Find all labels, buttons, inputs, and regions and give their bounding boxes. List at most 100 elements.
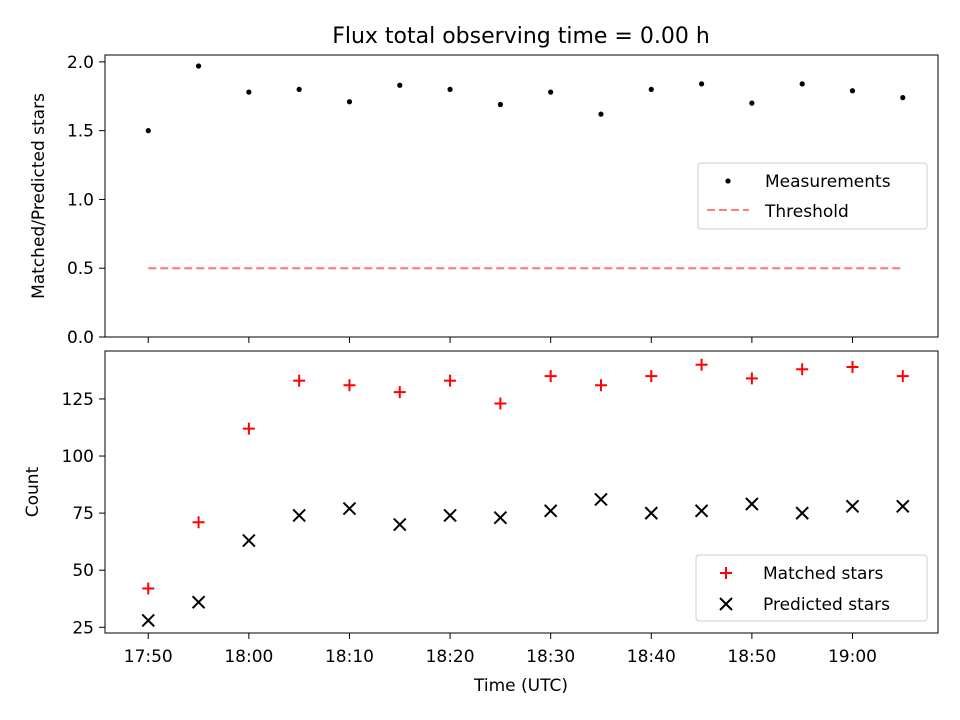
x-stroke [443,508,457,523]
y-tick-label: 0.5 [67,259,94,279]
chart-title: Flux total observing time = 0.00 h [332,24,710,49]
measurements-point [397,82,403,88]
predicted-stars-point [845,499,860,513]
top-legend-box [697,162,928,230]
matched-stars-point [594,379,607,392]
matched-stars-point [745,372,758,385]
matched-stars-point [896,370,909,383]
matched-stars-point [494,397,507,410]
measurements-point [749,100,755,106]
bottom-y-ticks: 25 50 75 100 125 [62,390,105,638]
x-tick-label: 18:40 [627,647,676,667]
x-stroke [393,517,407,532]
top-legend: Measurements Threshold [697,162,928,230]
predicted-stars-point [393,517,407,532]
predicted-stars-point [745,497,759,511]
measurements-point [497,101,503,108]
bottom-x-ticks: 17:50 18:00 18:10 18:20 18:30 18:40 18:50 19:00 [124,633,877,667]
matched-stars-point [645,370,658,383]
y-tick-label: 1.5 [67,122,94,142]
predicted-stars-point [443,508,457,523]
x-stroke [795,506,809,520]
x-tick-label: 18:10 [325,647,374,667]
legend-measurements-marker [725,178,731,184]
measurements-point [145,128,151,134]
bottom-axes-frame [104,350,939,634]
x-stroke [141,613,155,628]
x-stroke [493,510,508,525]
predicted-stars-point [292,508,306,523]
y-tick-label: 0.0 [67,328,94,348]
bottom-y-axis-label: Count [23,466,43,517]
predicted-stars-point [896,499,910,513]
predicted-stars-point [141,613,155,628]
matched-stars-point [544,370,557,383]
measurements-point [799,81,805,87]
matched-stars-point [242,422,255,435]
x-stroke [745,497,759,511]
measurements-point [598,111,604,117]
top-axes-frame [104,54,939,338]
x-stroke [594,492,608,507]
y-tick-label: 125 [62,390,94,410]
measurements-point [900,95,906,101]
matched-stars-point [192,516,205,529]
measurements-point [447,86,453,92]
predicted-stars-point [594,492,608,507]
measurements-point [195,63,202,69]
x-stroke [644,506,658,520]
bottom-panel: 25 50 75 100 125 17:50 18:00 18:10 18:20 18:30 18… [23,350,939,696]
x-tick-label: 18:00 [224,647,273,667]
measurements-point [346,99,353,105]
matched-stars-point [343,379,356,392]
legend-matched-stars-marker [720,567,732,579]
x-stroke [191,595,206,609]
predicted-stars-point [694,504,709,518]
predicted-stars-point [242,533,256,548]
measurements-point [849,88,856,94]
x-stroke [896,499,910,513]
x-tick-label: 18:50 [727,647,776,667]
matched-stars-point [393,386,406,399]
measurements-point [246,89,252,95]
x-stroke [292,508,306,523]
measurements-point [698,81,705,87]
matched-stars-point [293,374,306,387]
bottom-legend: Matched stars Predicted stars [695,554,928,622]
measurements-point [648,86,654,92]
x-axis-label: Time (UTC) [473,676,568,696]
x-stroke [694,504,709,518]
top-plot-marks [145,63,906,270]
top-panel: 0.00.51.01.52.0 Matched/Predicted stars … [29,53,939,348]
legend-matched-stars-label: Matched stars [763,564,883,584]
x-stroke [342,501,357,516]
measurements-point [548,89,554,95]
top-y-ticks: 0.0 0.5 1.0 1.5 2.0 [67,53,105,348]
matched-stars-point [444,374,457,387]
y-tick-label: 2.0 [67,53,94,73]
matched-stars-point [142,582,155,595]
y-tick-label: 25 [72,618,94,638]
legend-predicted-stars-label: Predicted stars [763,595,890,615]
predicted-stars-point [191,595,206,609]
measurements-point [296,86,302,92]
predicted-stars-point [342,501,357,516]
predicted-stars-point [493,510,508,525]
x-tick-label: 19:00 [828,647,877,667]
x-stroke [242,533,256,548]
y-tick-label: 1.0 [67,190,94,210]
y-tick-label: 50 [72,561,94,581]
y-tick-label: 100 [62,447,94,467]
top-x-ticks [147,337,853,343]
matched-stars-point [796,363,809,376]
x-tick-label: 17:50 [124,647,173,667]
bottom-plot-marks [141,358,910,628]
legend-measurements-label: Measurements [765,172,891,192]
predicted-stars-point [543,504,558,518]
legend-threshold-label: Threshold [764,202,849,222]
bottom-legend-box [695,554,928,622]
x-tick-label: 18:30 [526,647,575,667]
y-tick-label: 75 [72,504,94,524]
top-y-axis-label: Matched/Predicted stars [29,93,49,299]
